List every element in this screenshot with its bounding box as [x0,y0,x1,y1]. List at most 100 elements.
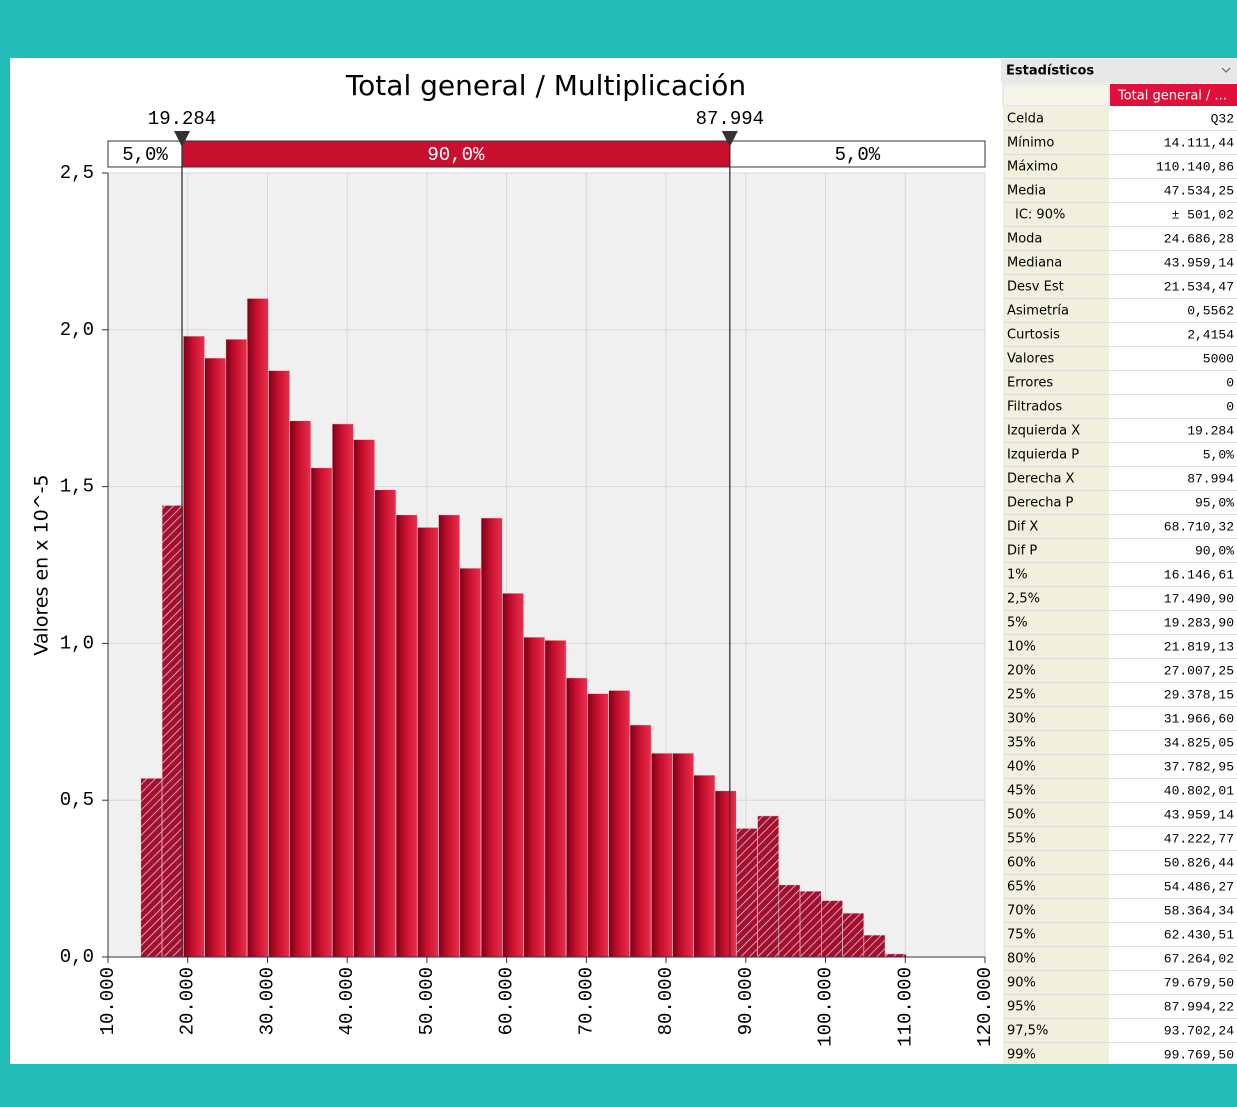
bar [863,934,886,958]
row-label-cell [1003,539,1109,562]
row-value: 54.486,27 [1164,879,1234,894]
bar [650,752,673,958]
row-label: 60% [1007,856,1036,871]
row-value-cell [1110,803,1237,826]
bar [757,815,780,958]
row-label: Curtosis [1007,328,1060,343]
row-value-cell [1110,827,1237,850]
y-tick-label: 0,0 [60,946,94,968]
chart-title: Total general / Multiplicación [345,69,746,102]
row-value: 95,0% [1195,495,1234,510]
row-value: 99.769,50 [1164,1047,1234,1062]
row-value: 87.994,22 [1164,999,1234,1014]
row-label: Moda [1007,232,1042,247]
row-label: 5% [1007,616,1028,631]
row-value: 87.994 [1187,471,1234,486]
row-value-cell [1110,923,1237,946]
delimiter-handle [174,131,191,147]
stats-title: Estadísticos [1006,64,1094,79]
bar [587,693,609,958]
row-label-cell [1003,155,1109,178]
row-label-cell [1003,779,1109,802]
row-label: 50% [1007,808,1036,823]
row-label: Celda [1007,112,1044,127]
row-value-cell [1110,203,1237,226]
row-value: 62.430,51 [1164,927,1234,942]
row-value: 67.264,02 [1164,951,1234,966]
chevron [1221,67,1231,73]
row-label-cell [1003,707,1109,730]
bar [608,690,631,958]
row-value: 47.222,77 [1164,831,1234,846]
row-value: 19.284 [1187,423,1234,438]
row-label: 90% [1007,976,1036,991]
row-value: 90,0% [1195,543,1234,558]
row-label: 20% [1007,664,1036,679]
row-label: 35% [1007,736,1036,751]
row-value-cell [1110,323,1237,346]
column-header-text: Total general / ... [1117,89,1227,104]
row-label: 65% [1007,880,1036,895]
bar [438,514,461,958]
row-value-cell [1110,1043,1237,1066]
row-value: 34.825,05 [1164,735,1234,750]
row-value: 110.140,86 [1156,159,1234,174]
stats-header [1001,59,1237,83]
row-value: 31.966,60 [1164,711,1234,726]
y-tick-label: 0,5 [60,789,94,811]
row-value: 58.364,34 [1164,903,1234,918]
row-value-cell [1110,779,1237,802]
bar [523,636,546,958]
column-header [1110,84,1237,106]
row-value: 93.702,24 [1164,1023,1234,1038]
row-label-cell [1003,947,1109,970]
row-value: 0,5562 [1187,303,1234,318]
row-value-cell [1110,371,1237,394]
row-label-cell [1003,587,1109,610]
row-value: 37.782,95 [1164,759,1234,774]
row-label-cell [1003,371,1109,394]
row-value-cell [1110,899,1237,922]
x-tick-label: 120.000 [974,967,996,1047]
y-tick-label: 1,0 [60,632,94,654]
x-tick-label: 60.000 [496,967,518,1035]
row-label-cell [1003,347,1109,370]
row-label-cell [1003,923,1109,946]
row-label: Desv Est [1007,280,1064,295]
row-value-cell [1110,755,1237,778]
row-value-cell [1110,1019,1237,1042]
row-label-cell [1003,323,1109,346]
delimiter-right [729,140,986,168]
row-label-cell [1003,899,1109,922]
row-label: 99% [1007,1048,1036,1063]
row-label: 10% [1007,640,1036,655]
bar [395,514,418,958]
row-label: Dif X [1007,520,1038,535]
row-value-cell [1110,731,1237,754]
row-value: 29.378,15 [1164,687,1234,702]
row-value: 79.679,50 [1164,975,1234,990]
row-value-cell [1110,179,1237,202]
x-tick-label: 30.000 [256,967,278,1035]
row-value-cell [1110,875,1237,898]
row-value: 14.111,44 [1164,135,1234,150]
row-value-cell [1110,491,1237,514]
row-value: 43.959,14 [1164,255,1234,270]
row-label-cell [1003,659,1109,682]
row-label-cell [1003,227,1109,250]
bar [565,677,588,958]
bar [268,370,290,958]
row-label-cell [1003,803,1109,826]
bar [459,567,482,958]
row-label-cell [1003,251,1109,274]
row-label-cell [1003,107,1109,130]
row-label: 75% [1007,928,1036,943]
row-label: Izquierda X [1007,424,1080,439]
row-label: Derecha P [1007,496,1074,511]
row-value: 19.283,90 [1164,615,1234,630]
row-label-cell [1003,179,1109,202]
x-tick-label: 80.000 [655,967,677,1035]
row-value-cell [1110,611,1237,634]
delimiter-percent: 5,0% [835,144,881,166]
row-value: 40.802,01 [1164,783,1234,798]
